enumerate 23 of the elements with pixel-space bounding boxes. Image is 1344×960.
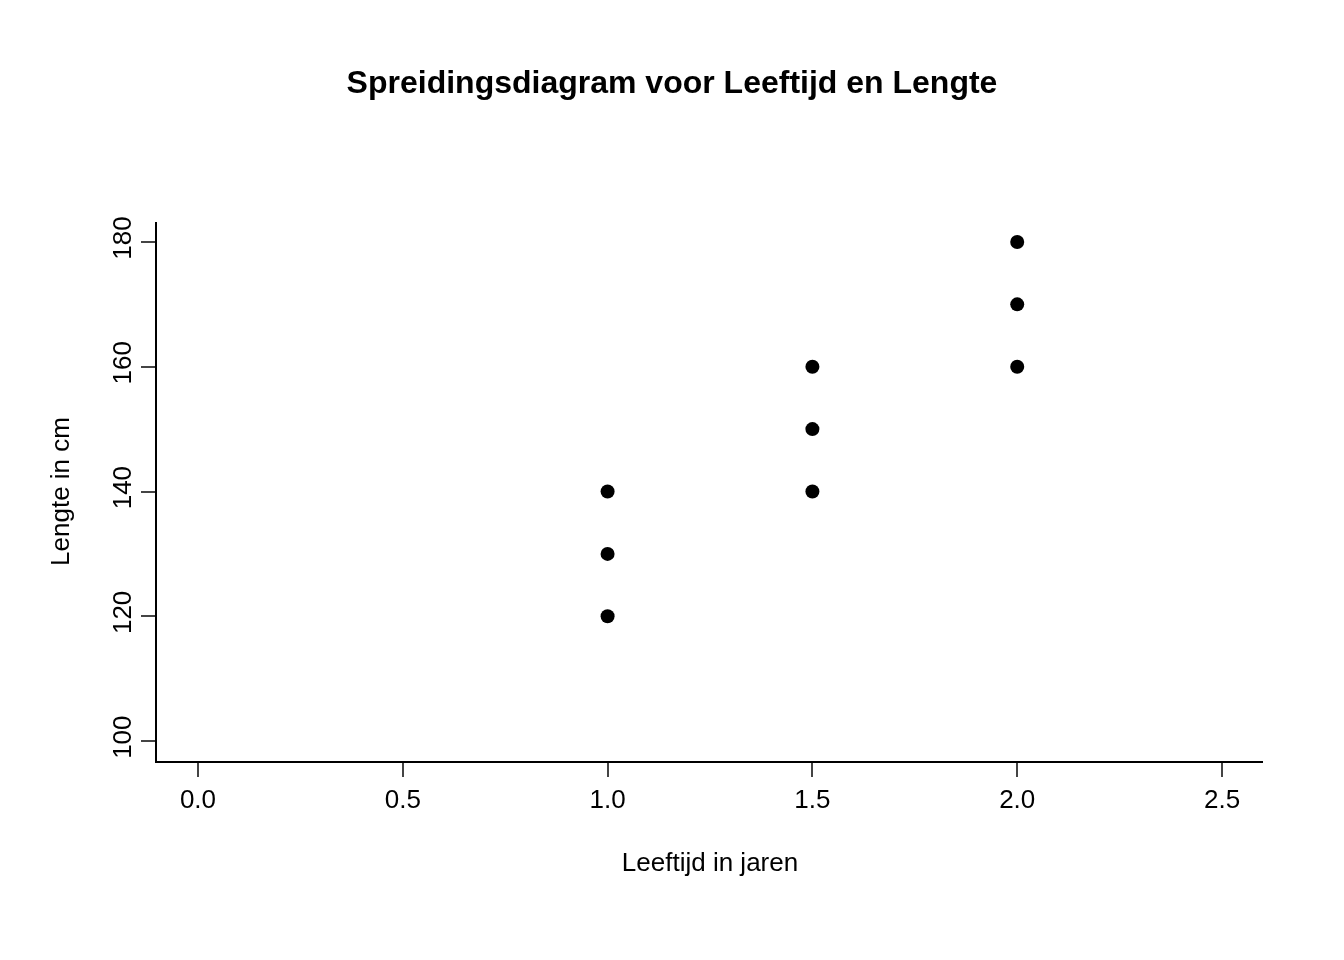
chart-title: Spreidingsdiagram voor Leeftijd en Lengte bbox=[346, 63, 998, 100]
y-axis-title: Lengte in cm bbox=[44, 417, 75, 566]
y-tick-label: 140 bbox=[106, 465, 137, 510]
x-tick-label: 2.0 bbox=[999, 783, 1036, 814]
x-tick-label: 0.0 bbox=[179, 783, 217, 814]
y-tick-label: 100 bbox=[106, 715, 137, 759]
point bbox=[805, 422, 820, 437]
x-tick-label: 2.5 bbox=[1203, 783, 1241, 814]
point bbox=[1010, 359, 1025, 374]
point bbox=[805, 484, 820, 499]
x-tick-label: 1.5 bbox=[794, 783, 831, 814]
x-axis-title: Leeftijd in jaren bbox=[621, 847, 799, 878]
point bbox=[1010, 234, 1025, 249]
y-tick-label: 160 bbox=[106, 341, 137, 385]
point bbox=[600, 546, 615, 561]
point bbox=[805, 359, 820, 374]
x-tick-label: 0.5 bbox=[384, 783, 421, 814]
point bbox=[1010, 297, 1025, 312]
point bbox=[600, 609, 615, 624]
x-tick-label: 1.0 bbox=[589, 783, 626, 814]
y-tick-label: 120 bbox=[106, 590, 137, 635]
y-tick-label: 180 bbox=[106, 216, 137, 260]
point bbox=[600, 484, 615, 499]
